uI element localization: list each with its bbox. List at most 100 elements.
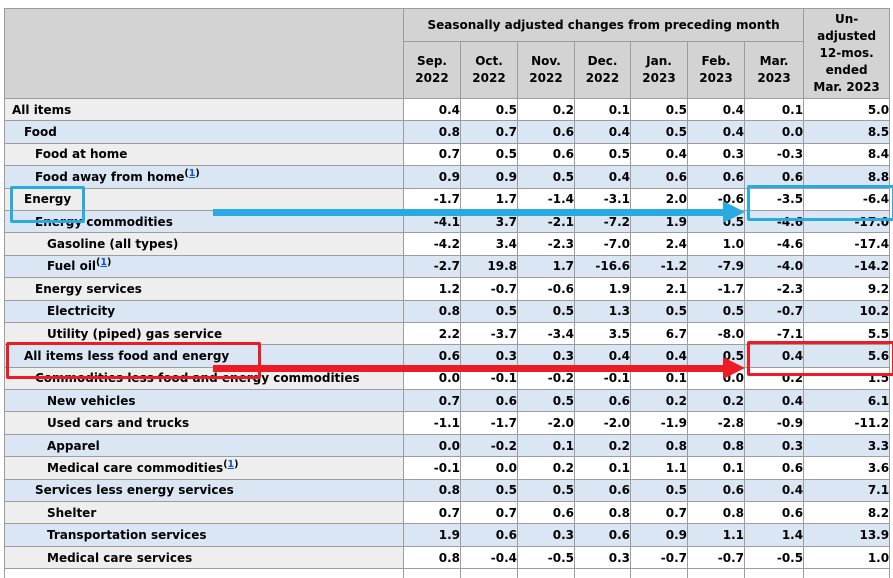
value-cell: 0.0	[403, 433, 461, 458]
value-cell: -0.6	[517, 277, 575, 301]
table-row: Gasoline (all types) -4.2 3.4 -2.3 -7.0 2.4 1.…	[4, 232, 891, 256]
header-group-row: Seasonally adjusted changes from precedi…	[4, 8, 891, 99]
value-cell: -17.4	[803, 232, 891, 256]
value-cell	[517, 568, 575, 578]
value-cell: 0.8	[403, 299, 461, 323]
row-label: Transportation services	[4, 523, 404, 547]
value-cell: 0.6	[517, 142, 575, 167]
value-cell: -2.0	[517, 411, 575, 435]
value-cell: -1.7	[403, 187, 461, 211]
value-cell: 0.5	[460, 478, 518, 503]
value-cell: 0.4	[574, 165, 631, 189]
value-cell: 0.6	[687, 165, 745, 189]
value-cell: 0.2	[517, 456, 575, 480]
value-cell: 0.2	[517, 97, 575, 122]
row-label: Energy services	[4, 277, 404, 301]
row-label: Apparel	[4, 433, 404, 458]
value-cell: 3.6	[803, 456, 891, 480]
row-label: Utility (piped) gas service	[4, 321, 404, 346]
value-cell: -0.1	[574, 366, 631, 391]
table-row-partial	[4, 568, 891, 578]
footnote-link[interactable]: 1	[188, 167, 196, 179]
value-cell: 0.0	[687, 366, 745, 391]
value-cell: 0.4	[574, 120, 631, 144]
value-cell: 0.9	[460, 165, 518, 189]
value-cell: -2.0	[574, 411, 631, 435]
value-cell: -3.4	[517, 321, 575, 346]
table-row: Utility (piped) gas service 2.2 -3.7 -3.4 3.…	[4, 321, 891, 346]
value-cell: 2.2	[403, 321, 461, 346]
value-cell: 0.2	[743, 366, 805, 391]
row-label: Commodities less food and energy commodi…	[4, 366, 404, 391]
value-cell: 2.1	[630, 277, 688, 301]
value-cell: -0.5	[517, 545, 575, 570]
footnote-marker: (1)	[96, 257, 112, 269]
value-cell: 0.6	[574, 523, 631, 547]
value-cell: -0.7	[687, 545, 745, 570]
value-cell: 3.3	[803, 433, 891, 458]
value-cell: -1.7	[687, 277, 745, 301]
row-label: Gasoline (all types)	[4, 232, 404, 256]
row-label: Medical care services	[4, 545, 404, 570]
value-cell: 0.2	[630, 389, 688, 413]
row-label: Fuel oil(1)	[4, 254, 404, 279]
value-cell: 9.2	[803, 277, 891, 301]
value-cell: -0.4	[460, 545, 518, 570]
value-cell: 0.5	[687, 299, 745, 323]
value-cell: 3.5	[574, 321, 631, 346]
value-cell: 0.6	[517, 501, 575, 525]
table-row: Shelter 0.7 0.7 0.6 0.8 0.7 0.8 0.6 8.2	[4, 501, 891, 525]
value-cell: 0.3	[460, 344, 518, 368]
table-row: Services less energy services 0.8 0.5 0.5 0.…	[4, 478, 891, 503]
value-cell: -0.7	[630, 545, 688, 570]
value-cell: -0.7	[460, 277, 518, 301]
value-cell: 0.5	[630, 299, 688, 323]
value-cell: 0.8	[630, 433, 688, 458]
value-cell: -1.2	[630, 254, 688, 279]
value-cell: 0.2	[687, 389, 745, 413]
value-cell: 0.3	[687, 142, 745, 167]
value-cell: 3.7	[460, 209, 518, 234]
row-label: Food	[4, 120, 404, 144]
value-cell	[574, 568, 631, 578]
value-cell: -0.2	[460, 433, 518, 458]
header-month-row: Sep. 2022 Oct. 2022 Nov. 2022 Dec. 2022 Jan. 2023…	[5, 41, 890, 99]
value-cell: 0.8	[574, 501, 631, 525]
value-cell: -8.0	[687, 321, 745, 346]
value-cell: 1.4	[743, 523, 805, 547]
value-cell: -1.4	[517, 187, 575, 211]
value-cell: 0.5	[460, 97, 518, 122]
value-cell: 0.6	[460, 523, 518, 547]
column-header-nov: Nov. 2022	[517, 41, 575, 99]
value-cell: 1.9	[630, 209, 688, 234]
value-cell: -7.9	[687, 254, 745, 279]
column-header-dec: Dec. 2022	[574, 41, 631, 99]
value-cell: 0.4	[743, 478, 805, 503]
value-cell: 1.0	[687, 232, 745, 256]
value-cell: 0.8	[687, 433, 745, 458]
value-cell: -6.4	[803, 187, 891, 211]
footnote-link[interactable]: 1	[227, 458, 235, 470]
value-cell: 0.6	[574, 389, 631, 413]
value-cell: -3.7	[460, 321, 518, 346]
unadjusted-column-header: Un-adjusted 12-mos. ended Mar. 2023	[803, 8, 891, 99]
table-row: All items less food and energy 0.6 0.3 0.3 0…	[4, 344, 891, 368]
column-header-sep: Sep. 2022	[403, 41, 461, 99]
value-cell: 0.6	[687, 478, 745, 503]
value-cell: 2.4	[630, 232, 688, 256]
value-cell: 0.5	[687, 209, 745, 234]
table-body: All items 0.4 0.5 0.2 0.1 0.5 0.4 0.1 5.0 Food 0.8…	[4, 97, 891, 578]
value-cell: -0.5	[743, 545, 805, 570]
value-cell: 1.7	[517, 254, 575, 279]
value-cell: -4.6	[743, 232, 805, 256]
value-cell: 0.1	[574, 456, 631, 480]
footnote-link[interactable]: 1	[100, 257, 108, 269]
value-cell: 8.4	[803, 142, 891, 167]
value-cell: -16.6	[574, 254, 631, 279]
value-cell: -2.3	[743, 277, 805, 301]
value-cell: 1.1	[630, 456, 688, 480]
value-cell: 0.1	[517, 433, 575, 458]
value-cell: 0.4	[574, 344, 631, 368]
value-cell	[743, 568, 805, 578]
value-cell: 0.6	[743, 165, 805, 189]
